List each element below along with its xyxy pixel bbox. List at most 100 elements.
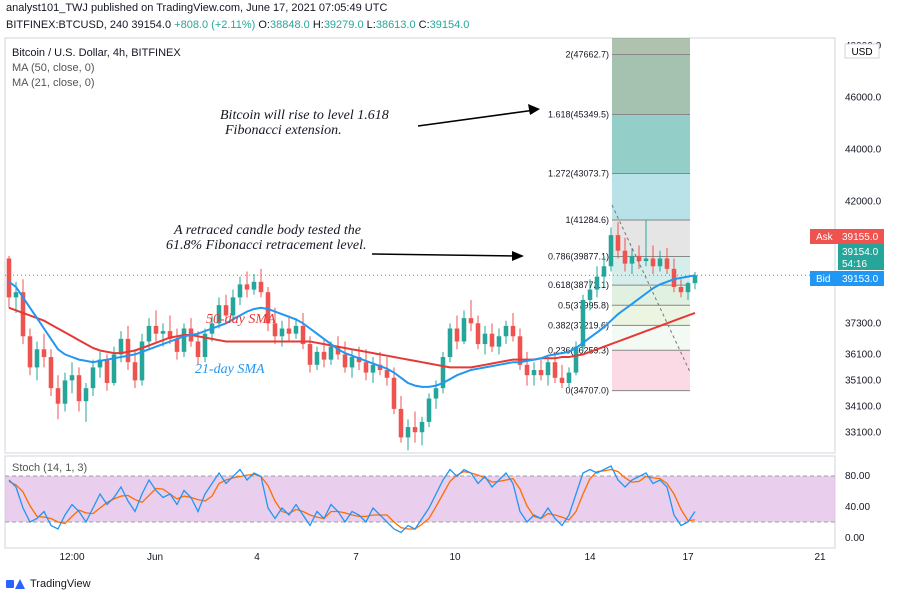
stoch-tick-80: 80.00 <box>845 471 870 482</box>
candle-body <box>496 336 502 347</box>
ask-badge <box>810 229 884 244</box>
fibonacci-tool[interactable]: 2(47662.7) 1.618(45349.5) 1.272(43073.7) 1(… <box>548 38 690 396</box>
candle-body <box>125 338 131 363</box>
last-price-badge <box>838 244 884 270</box>
candle-body <box>363 362 369 373</box>
candle-body <box>671 268 677 287</box>
tradingview-logo[interactable]: TradingView <box>6 578 91 590</box>
candle-body <box>412 427 418 433</box>
author-name[interactable]: analyst101_TWJ <box>6 2 88 14</box>
bid-label: Bid <box>816 274 830 285</box>
bid-badge <box>810 271 884 286</box>
price-tick: 35100.0 <box>845 375 882 386</box>
candle-body <box>27 336 33 368</box>
candle-body <box>62 380 68 404</box>
candle-body <box>265 292 271 324</box>
annotation-fib-ext-line2: Fibonacci extension. <box>224 123 342 138</box>
currency-label: USD <box>851 47 872 58</box>
ma21-line <box>8 274 696 388</box>
candle-body <box>41 349 47 358</box>
candle-body <box>524 364 530 376</box>
candle-body <box>97 359 103 368</box>
candle-body <box>90 367 96 389</box>
candle-body <box>279 328 285 337</box>
candle-body <box>377 364 383 370</box>
candle-body <box>286 328 292 334</box>
low-label: L: <box>366 19 376 31</box>
fib-zone <box>612 114 690 174</box>
legend-stoch: Stoch (14, 1, 3) <box>12 462 87 474</box>
candle-body <box>181 328 187 352</box>
fib-level-label: 0.618(38772.1) <box>548 280 609 290</box>
legend-title: Bitcoin / U.S. Dollar, 4h, BITFINEX <box>12 47 181 59</box>
ask-price: 39155.0 <box>842 232 879 243</box>
candle-body <box>6 258 12 298</box>
time-tick: 4 <box>254 552 260 563</box>
candle-body <box>111 354 117 383</box>
annotation-arrow-1 <box>417 109 536 127</box>
price-tick: 33100.0 <box>845 427 882 438</box>
candle-body <box>307 344 313 365</box>
candle-body <box>216 305 222 324</box>
price-chart[interactable]: 2(47662.7) 1.618(45349.5) 1.272(43073.7) 1(… <box>0 0 900 572</box>
candle-body <box>580 299 586 347</box>
candle-body <box>34 349 40 368</box>
fib-level-label: 1.618(45349.5) <box>548 110 609 120</box>
stoch-d-line <box>8 468 696 530</box>
candle-body <box>426 398 432 422</box>
candle-body <box>398 408 404 438</box>
candle-body <box>650 258 656 267</box>
high-value: 39279.0 <box>323 19 364 31</box>
candle-body <box>552 362 558 378</box>
candle-body <box>48 357 54 389</box>
candle-body <box>167 331 173 339</box>
price-tick: 42000.0 <box>845 196 882 207</box>
time-tick: Jun <box>147 552 163 563</box>
fib-level-label: 0(34707.0) <box>565 386 609 396</box>
candle-body <box>55 388 61 404</box>
footer: TradingView <box>0 572 900 600</box>
legend-ma21: MA (21, close, 0) <box>12 77 95 89</box>
candle-body <box>153 325 159 334</box>
last-price: 39154.0 <box>131 19 172 31</box>
candle-body <box>454 328 460 342</box>
time-tick: 17 <box>682 552 694 563</box>
candle-body <box>174 338 180 352</box>
bid-price: 39153.0 <box>842 274 879 285</box>
annotation-fib-ext-line1: Bitcoin will rise to level 1.618 <box>220 108 389 123</box>
candle-body <box>328 346 334 360</box>
candle-body <box>538 370 544 376</box>
candle-body <box>272 323 278 337</box>
candle-body <box>146 325 152 342</box>
candle-body <box>349 357 355 368</box>
close-value: 39154.0 <box>429 19 470 31</box>
candle-body <box>342 354 348 368</box>
price-tick: 34100.0 <box>845 401 882 412</box>
candle-body <box>237 284 243 298</box>
annotation-retrace-line1: A retraced candle body tested the <box>173 223 361 238</box>
candle-body <box>104 359 110 383</box>
candle-body <box>391 377 397 409</box>
stoch-band <box>5 476 835 522</box>
candle-body <box>83 388 89 402</box>
fib-zone <box>612 350 690 391</box>
candle-body <box>664 258 670 269</box>
candle-body <box>321 351 327 360</box>
stoch-axis[interactable]: 80.00 40.00 0.00 <box>845 471 870 544</box>
candle-body <box>566 372 572 383</box>
annotation-arrowhead-1 <box>528 104 540 115</box>
candle-body <box>405 427 411 438</box>
candle-body <box>160 331 166 334</box>
fib-zone <box>612 38 690 55</box>
candle-body <box>608 235 614 267</box>
fib-level-label: 1(41284.6) <box>565 215 609 225</box>
candle-body <box>223 305 229 316</box>
close-label: C: <box>418 19 430 31</box>
time-axis[interactable]: 12:00 Jun 4 7 10 14 17 21 <box>59 552 826 563</box>
candle-body <box>475 323 481 345</box>
main-pane[interactable] <box>4 37 836 454</box>
candle-body <box>517 336 523 365</box>
candle-body <box>195 341 201 358</box>
ma50-line <box>8 306 696 369</box>
label-21-day-sma: 21-day SMA <box>195 362 265 377</box>
